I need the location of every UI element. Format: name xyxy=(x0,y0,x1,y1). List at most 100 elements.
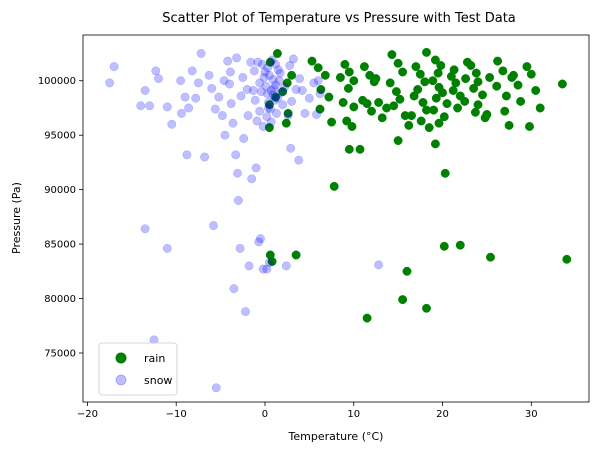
rain-point-39 xyxy=(378,114,386,122)
rain-point-106 xyxy=(501,107,509,115)
rain-point-95 xyxy=(478,91,486,99)
rain-point-38 xyxy=(374,98,382,106)
rain-point-41 xyxy=(372,74,380,82)
rain-point-103 xyxy=(499,67,507,75)
snow-point-55 xyxy=(244,111,252,119)
rain-point-66 xyxy=(422,304,430,312)
chart-title: Scatter Plot of Temperature vs Pressure … xyxy=(162,11,516,26)
snow-point-16 xyxy=(194,79,202,87)
snow-point-1 xyxy=(110,62,118,70)
rain-point-15 xyxy=(321,71,329,79)
rain-point-2 xyxy=(287,71,295,79)
rain-point-118 xyxy=(563,255,571,263)
rain-point-115 xyxy=(525,122,533,130)
snow-point-108 xyxy=(271,60,279,68)
rain-point-12 xyxy=(292,251,300,259)
y-tick-label-1: 80000 xyxy=(44,294,76,305)
rain-point-20 xyxy=(330,182,338,190)
snow-point-31 xyxy=(227,99,235,107)
snow-point-27 xyxy=(218,111,226,119)
snow-point-92 xyxy=(295,156,303,164)
rain-point-65 xyxy=(422,48,430,56)
rain-point-59 xyxy=(410,92,418,100)
rain-point-94 xyxy=(469,84,477,92)
snow-point-4 xyxy=(145,102,153,110)
y-axis-label: Pressure (Pa) xyxy=(10,182,23,254)
snow-point-37 xyxy=(236,244,244,252)
snow-point-87 xyxy=(289,55,297,63)
rain-point-25 xyxy=(344,84,352,92)
snow-point-72 xyxy=(267,118,275,126)
legend-label-snow: snow xyxy=(144,374,172,387)
legend: rain snow xyxy=(99,343,177,395)
rain-point-29 xyxy=(348,122,356,130)
rain-point-88 xyxy=(450,66,458,74)
snow-point-44 xyxy=(256,234,264,242)
snow-point-34 xyxy=(233,169,241,177)
rain-point-112 xyxy=(523,62,531,70)
snow-point-47 xyxy=(243,85,251,93)
rain-point-62 xyxy=(407,111,415,119)
rain-point-53 xyxy=(403,267,411,275)
rain-point-102 xyxy=(493,57,501,65)
x-tick-label-5: 30 xyxy=(525,409,538,420)
snow-point-46 xyxy=(239,73,247,81)
snow-point-51 xyxy=(226,68,234,76)
rain-point-44 xyxy=(394,59,402,67)
rain-point-104 xyxy=(493,82,501,90)
snow-point-11 xyxy=(168,120,176,128)
snow-point-18 xyxy=(200,153,208,161)
snow-point-54 xyxy=(240,134,248,142)
snow-point-24 xyxy=(188,67,196,75)
snow-point-6 xyxy=(154,74,162,82)
series-rain xyxy=(265,48,571,322)
rain-point-90 xyxy=(456,241,464,249)
rain-point-46 xyxy=(386,79,394,87)
rain-point-43 xyxy=(388,50,396,58)
snow-point-32 xyxy=(229,119,237,127)
snow-point-23 xyxy=(192,94,200,102)
rain-point-79 xyxy=(441,169,449,177)
snow-point-81 xyxy=(265,71,273,79)
y-tick-label-3: 90000 xyxy=(44,185,76,196)
rain-point-64 xyxy=(425,123,433,131)
snow-point-3 xyxy=(141,86,149,94)
rain-point-109 xyxy=(514,81,522,89)
snow-point-42 xyxy=(252,164,260,172)
snow-point-36 xyxy=(230,285,238,293)
y-tick-label-4: 95000 xyxy=(44,131,76,142)
rain-point-107 xyxy=(505,121,513,129)
snow-point-21 xyxy=(209,221,217,229)
snow-point-12 xyxy=(176,77,184,85)
rain-point-75 xyxy=(429,106,437,114)
y-tick-label-2: 85000 xyxy=(44,240,76,251)
snow-point-0 xyxy=(105,79,113,87)
snow-point-101 xyxy=(312,110,320,118)
rain-point-14 xyxy=(314,63,322,71)
x-axis-label: Temperature (°C) xyxy=(288,430,384,443)
x-tick-label-2: 0 xyxy=(262,409,268,420)
rain-point-78 xyxy=(431,140,439,148)
rain-point-24 xyxy=(350,77,358,85)
snow-point-106 xyxy=(251,96,259,104)
snow-point-39 xyxy=(245,262,253,270)
rain-point-8 xyxy=(282,119,290,127)
rain-point-113 xyxy=(527,70,535,78)
snow-point-95 xyxy=(265,258,273,266)
rain-point-116 xyxy=(536,104,544,112)
rain-point-19 xyxy=(327,118,335,126)
legend-marker-rain xyxy=(116,353,126,363)
snow-point-83 xyxy=(263,63,271,71)
snow-point-97 xyxy=(298,86,306,94)
snow-point-57 xyxy=(211,105,219,113)
snow-point-91 xyxy=(287,144,295,152)
rain-point-89 xyxy=(461,74,469,82)
rain-point-99 xyxy=(485,73,493,81)
snow-point-22 xyxy=(212,384,220,392)
rain-point-91 xyxy=(467,61,475,69)
rain-point-31 xyxy=(356,145,364,153)
snow-point-48 xyxy=(250,67,258,75)
rain-point-47 xyxy=(392,87,400,95)
rain-point-100 xyxy=(483,110,491,118)
rain-point-36 xyxy=(363,99,371,107)
